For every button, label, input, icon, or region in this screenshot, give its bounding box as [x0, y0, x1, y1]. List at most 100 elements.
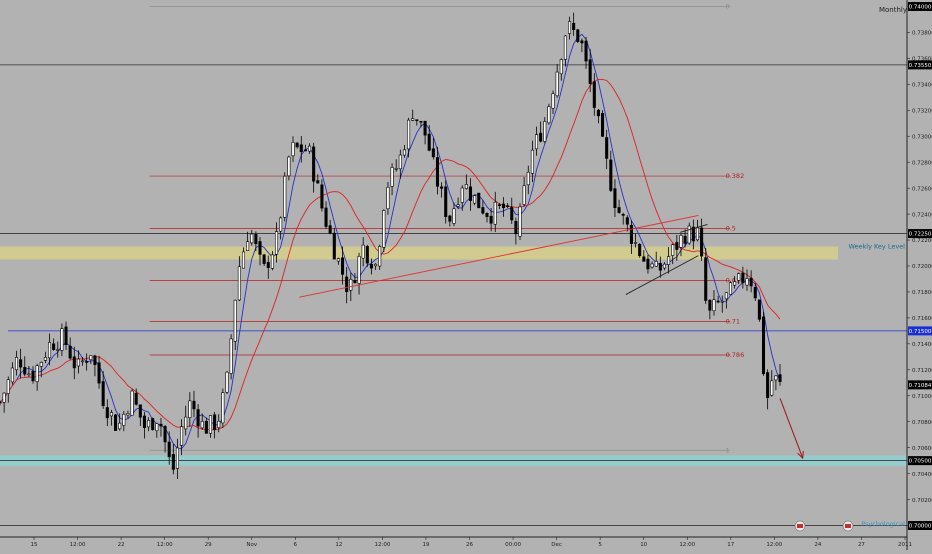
x-tick-label: 2011	[898, 542, 912, 548]
x-tick-label: 5	[598, 542, 602, 548]
candle-body	[741, 272, 745, 284]
candle-body	[233, 299, 237, 342]
candle-body	[415, 119, 419, 121]
candle-body	[109, 412, 113, 417]
candle-body	[411, 118, 415, 121]
candle-body	[221, 392, 225, 424]
candle-body	[753, 287, 757, 299]
candle-body	[287, 156, 291, 177]
candle-body	[596, 109, 600, 117]
candle-body	[695, 227, 700, 241]
candle-body	[303, 149, 307, 152]
candle-body	[427, 133, 431, 151]
candle-body	[724, 292, 728, 300]
fib-level-label: 0.71	[726, 317, 740, 325]
candle-body	[617, 207, 621, 213]
candle-body	[456, 204, 460, 207]
candle-body	[142, 415, 146, 428]
price-badge	[908, 60, 932, 70]
candle-body	[167, 441, 171, 458]
x-tick-label: 22	[118, 542, 125, 548]
candle-body	[312, 146, 316, 182]
candle-body	[217, 420, 221, 428]
fib-level-label: 0	[726, 2, 730, 10]
candle-body	[390, 167, 394, 187]
plot-background	[0, 0, 907, 520]
candle-body	[407, 119, 411, 150]
candle-body	[493, 201, 497, 225]
candle-body	[609, 159, 613, 191]
candle-body	[580, 40, 584, 44]
candle-body	[39, 362, 43, 367]
candle-body	[642, 256, 646, 262]
fast-moving-average	[0, 33, 781, 450]
candle-body	[213, 414, 217, 431]
candle-body	[749, 277, 753, 287]
weekly-key-level-label: Weekly Key Level	[848, 243, 905, 251]
price-badge	[908, 326, 932, 336]
candle-body	[778, 374, 782, 382]
candle-body	[650, 263, 654, 268]
candle-body	[733, 281, 737, 286]
x-tick-label: 27	[858, 542, 865, 548]
candle-body	[547, 106, 551, 124]
candle-body	[431, 148, 435, 158]
candle-body	[576, 29, 580, 42]
candle-body	[394, 168, 398, 170]
candle-body	[225, 371, 229, 393]
candle-body	[514, 220, 518, 235]
psychological-label: Psychological	[861, 520, 905, 528]
price-badge-label: 0.72250	[909, 232, 932, 238]
candle-body	[646, 258, 650, 270]
x-tick-label: 10	[640, 542, 647, 548]
candle-body	[378, 246, 382, 267]
candle-body	[250, 233, 254, 244]
candle-body	[47, 342, 52, 359]
candle-body	[708, 299, 712, 311]
candle-body	[712, 299, 716, 312]
candle-body	[155, 423, 159, 432]
candle-body	[757, 299, 761, 320]
candle-body	[621, 214, 625, 216]
candle-body	[654, 261, 658, 267]
price-badge	[908, 521, 932, 531]
candle-body	[31, 371, 35, 382]
candle-body	[555, 71, 559, 97]
candle-body	[85, 361, 89, 363]
drawings-layer	[299, 214, 804, 460]
fib-level-label: 0.5	[726, 224, 736, 232]
economic-event-flags[interactable]	[794, 520, 854, 532]
price-badge-label: 0.73550	[909, 63, 932, 69]
candle-body	[241, 251, 246, 269]
candle-body	[489, 215, 493, 224]
candle-body	[526, 171, 530, 186]
candle-body	[423, 120, 427, 136]
x-tick-label: 12:00	[766, 542, 782, 548]
time-axis[interactable]: 15 12:00 22 12:00 29 Nov 6 12 12:00 19 26 00:00 Dec 5…	[31, 537, 913, 548]
candle-body	[105, 407, 109, 419]
candle-body	[588, 59, 592, 84]
candle-body	[402, 149, 406, 156]
x-tick-label: 26	[466, 542, 473, 548]
candle-body	[308, 145, 312, 152]
candle-body	[279, 217, 283, 232]
candle-body	[138, 404, 142, 418]
candle-body	[671, 244, 675, 256]
candle-body	[539, 132, 543, 142]
candle-body	[737, 273, 741, 281]
candle-body	[349, 279, 353, 291]
candle-body	[530, 149, 534, 174]
x-tick-label: 12:00	[679, 542, 695, 548]
candle-body	[163, 426, 167, 443]
x-tick-label: 12:00	[374, 542, 390, 548]
